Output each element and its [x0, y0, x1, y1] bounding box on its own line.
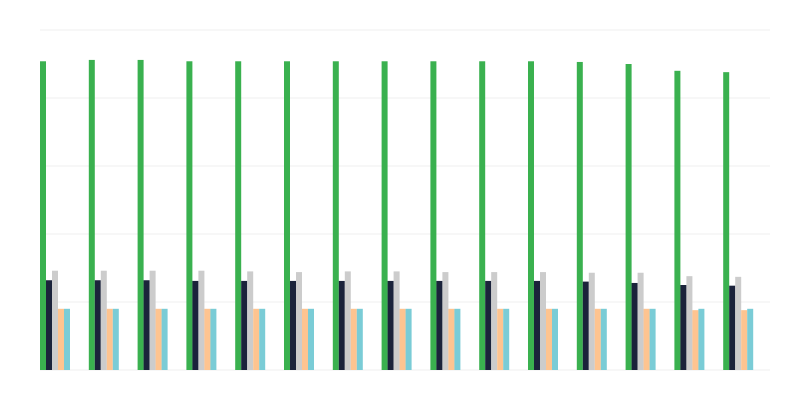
bar-series-3-group-4[interactable] [198, 270, 205, 370]
bar-series-1-group-8[interactable] [381, 61, 388, 370]
bar-series-4-group-9[interactable] [448, 308, 455, 370]
bar-series-1-group-14[interactable] [674, 70, 681, 371]
bar-series-3-group-12[interactable] [588, 272, 595, 370]
bar-series-5-group-2[interactable] [112, 308, 119, 370]
bar-series-1-group-4[interactable] [186, 61, 193, 370]
bar-series-3-group-1[interactable] [52, 270, 58, 370]
bar-series-5-group-13[interactable] [649, 308, 656, 370]
bar-series-2-group-15[interactable] [729, 285, 736, 370]
bar-series-3-group-6[interactable] [296, 272, 302, 370]
bar-series-3-group-15[interactable] [735, 276, 742, 370]
bar-series-5-group-4[interactable] [210, 308, 217, 370]
bar-series-1-group-5[interactable] [235, 61, 242, 370]
bar-series-1-group-15[interactable] [723, 72, 730, 370]
bar-series-5-group-14[interactable] [698, 308, 705, 370]
bar-series-1-group-2[interactable] [88, 59, 95, 371]
bar-series-1-group-7[interactable] [332, 61, 339, 370]
bar-series-4-group-10[interactable] [497, 308, 504, 370]
bar-series-1-group-6[interactable] [284, 61, 290, 370]
bar-series-2-group-8[interactable] [387, 280, 394, 370]
bar-series-3-group-2[interactable] [100, 270, 107, 370]
bar-series-4-group-12[interactable] [594, 308, 601, 370]
bar-series-1-group-3[interactable] [137, 59, 144, 371]
bar-series-5-group-9[interactable] [454, 308, 461, 370]
bar-series-4-group-5[interactable] [253, 308, 260, 370]
bar-series-3-group-8[interactable] [393, 271, 400, 370]
bar-series-1-group-11[interactable] [528, 61, 534, 370]
bar-series-1-group-9[interactable] [430, 61, 437, 370]
bar-series-2-group-4[interactable] [192, 280, 199, 370]
bar-series-3-group-10[interactable] [491, 272, 498, 370]
bar-series-4-group-3[interactable] [155, 308, 162, 370]
bar-series-1-group-13[interactable] [625, 64, 632, 370]
bar-series-4-group-8[interactable] [399, 308, 406, 370]
bar-series-2-group-12[interactable] [582, 281, 589, 370]
bar-series-2-group-3[interactable] [143, 280, 150, 370]
bar-series-2-group-6[interactable] [290, 280, 296, 370]
bar-series-5-group-15[interactable] [747, 308, 754, 370]
bar-series-5-group-6[interactable] [308, 308, 314, 370]
bar-series-5-group-3[interactable] [161, 308, 168, 370]
bar-series-4-group-11[interactable] [546, 308, 552, 370]
bar-series-5-group-7[interactable] [356, 308, 363, 370]
bar-series-2-group-2[interactable] [94, 280, 101, 370]
bar-series-4-group-2[interactable] [106, 308, 113, 370]
bar-series-4-group-13[interactable] [643, 308, 650, 370]
bar-series-4-group-6[interactable] [302, 308, 308, 370]
bar-series-5-group-11[interactable] [552, 308, 558, 370]
bar-series-4-group-14[interactable] [692, 310, 699, 370]
bar-series-5-group-10[interactable] [503, 308, 510, 370]
bar-series-4-group-15[interactable] [741, 310, 748, 370]
bar-series-2-group-7[interactable] [338, 280, 345, 370]
bar-series-1-group-10[interactable] [479, 61, 486, 370]
bar-series-1-group-1[interactable] [40, 61, 46, 370]
bar-series-3-group-5[interactable] [247, 271, 254, 370]
bar-series-5-group-1[interactable] [64, 308, 70, 370]
bar-series-3-group-11[interactable] [540, 272, 546, 370]
bar-series-3-group-9[interactable] [442, 272, 449, 370]
bar-series-2-group-11[interactable] [534, 280, 540, 370]
bar-series-2-group-5[interactable] [241, 280, 248, 370]
bar-series-4-group-7[interactable] [350, 308, 357, 370]
bar-series-5-group-8[interactable] [405, 308, 412, 370]
bar-series-3-group-3[interactable] [149, 270, 156, 370]
bar-series-3-group-14[interactable] [686, 276, 693, 370]
bar-series-2-group-9[interactable] [436, 280, 443, 370]
bar-series-2-group-14[interactable] [680, 285, 687, 370]
bar-series-3-group-13[interactable] [637, 272, 644, 370]
bar-series-5-group-12[interactable] [600, 308, 607, 370]
bar-series-1-group-12[interactable] [576, 61, 583, 371]
bar-series-2-group-10[interactable] [485, 280, 492, 370]
bar-series-5-group-5[interactable] [259, 308, 266, 370]
bar-series-3-group-7[interactable] [344, 271, 351, 370]
bar-series-4-group-4[interactable] [204, 308, 211, 370]
bar-series-2-group-13[interactable] [631, 282, 638, 370]
bar-series-4-group-1[interactable] [58, 308, 64, 370]
bar-series-2-group-1[interactable] [46, 280, 52, 370]
